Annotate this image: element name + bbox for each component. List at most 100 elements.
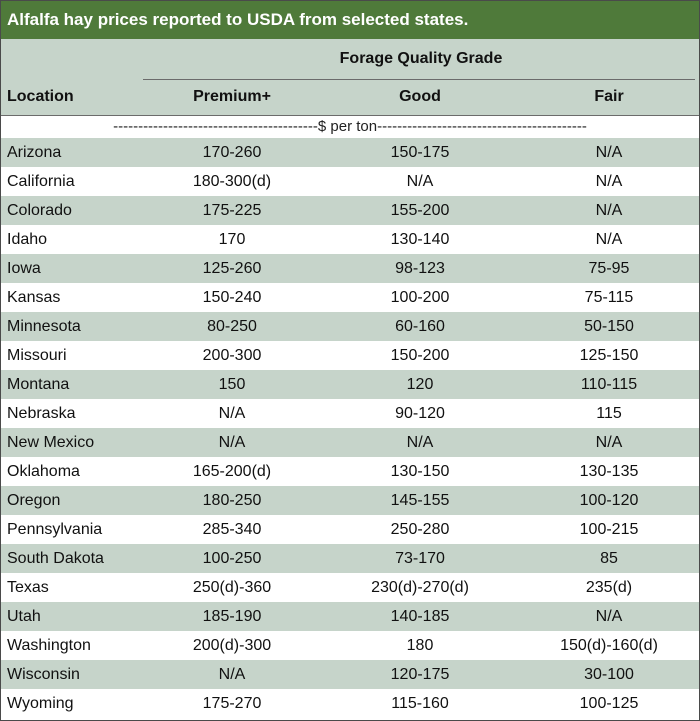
- table-title: Alfalfa hay prices reported to USDA from…: [1, 1, 699, 39]
- table-row: South Dakota 100-250 73-170 85: [1, 544, 699, 573]
- premium-cell: 175-225: [202, 202, 262, 219]
- good-cell: 140-185: [390, 608, 450, 625]
- group-header-rule: [143, 79, 695, 80]
- premium-cell: 200-300: [202, 347, 262, 364]
- table-row: Wisconsin N/A 120-175 30-100: [1, 660, 699, 689]
- table-row: Arizona 170-260 150-175 N/A: [1, 138, 699, 167]
- fair-cell: 85: [600, 550, 618, 567]
- fair-cell: N/A: [595, 231, 623, 248]
- fair-cell: 100-125: [579, 695, 639, 712]
- location-cell: Washington: [7, 637, 91, 654]
- good-header: Good: [399, 88, 441, 105]
- good-cell: 150-200: [390, 347, 450, 364]
- location-cell: Colorado: [7, 202, 72, 219]
- premium-cell: 200(d)-300: [192, 637, 272, 654]
- fair-header: Fair: [594, 88, 624, 105]
- good-cell: 90-120: [395, 405, 445, 422]
- fair-cell: 110-115: [580, 376, 638, 393]
- fair-cell: 100-215: [579, 521, 639, 538]
- premium-cell: 175-270: [202, 695, 262, 712]
- premium-cell: 285-340: [202, 521, 262, 538]
- fair-cell: 30-100: [584, 666, 634, 683]
- table-row: New Mexico N/A N/A N/A: [1, 428, 699, 457]
- premium-header: Premium+: [193, 88, 271, 105]
- fair-cell: N/A: [595, 202, 623, 219]
- fair-cell: N/A: [595, 144, 623, 161]
- fair-cell: 130-135: [579, 463, 639, 480]
- table-row: Oregon 180-250 145-155 100-120: [1, 486, 699, 515]
- location-cell: Wyoming: [7, 695, 74, 712]
- fair-cell: 50-150: [584, 318, 634, 335]
- table-header: Forage Quality Grade Location Premium+ G…: [1, 39, 699, 115]
- good-cell: 230(d)-270(d): [371, 579, 469, 596]
- good-cell: 98-123: [395, 260, 445, 277]
- table-row: Iowa 125-260 98-123 75-95: [1, 254, 699, 283]
- location-cell: California: [7, 173, 75, 190]
- group-header: Forage Quality Grade: [339, 50, 503, 67]
- location-cell: Montana: [7, 376, 70, 393]
- good-cell: 73-170: [395, 550, 445, 567]
- good-cell: N/A: [406, 173, 434, 190]
- fair-cell: 75-115: [584, 289, 634, 306]
- good-cell: 130-150: [390, 463, 450, 480]
- premium-cell: N/A: [218, 434, 246, 451]
- table-row: Washington 200(d)-300 180 150(d)-160(d): [1, 631, 699, 660]
- table-row: Wyoming 175-270 115-160 100-125: [1, 689, 699, 718]
- location-header: Location: [7, 88, 74, 105]
- good-cell: 100-200: [390, 289, 450, 306]
- location-cell: Idaho: [7, 231, 48, 248]
- location-cell: Utah: [7, 608, 41, 625]
- good-cell: 130-140: [390, 231, 450, 248]
- premium-cell: 100-250: [202, 550, 262, 567]
- fair-cell: 115: [596, 405, 622, 422]
- table-row: Minnesota 80-250 60-160 50-150: [1, 312, 699, 341]
- premium-cell: 150-240: [202, 289, 262, 306]
- good-cell: 155-200: [390, 202, 450, 219]
- unit-row: ----------------------------------------…: [1, 115, 699, 138]
- good-cell: 145-155: [390, 492, 450, 509]
- table-row: Colorado 175-225 155-200 N/A: [1, 196, 699, 225]
- good-cell: 180: [406, 637, 434, 654]
- fair-cell: N/A: [595, 434, 623, 451]
- table-row: Pennsylvania 285-340 250-280 100-215: [1, 515, 699, 544]
- good-cell: 115-160: [391, 695, 449, 712]
- location-cell: Kansas: [7, 289, 61, 306]
- location-cell: Oklahoma: [7, 463, 80, 480]
- premium-cell: 165-200(d): [192, 463, 272, 480]
- location-cell: Arizona: [7, 144, 62, 161]
- table-row: Idaho 170 130-140 N/A: [1, 225, 699, 254]
- premium-cell: 150: [218, 376, 246, 393]
- fair-cell: 100-120: [579, 492, 639, 509]
- good-cell: 120-175: [390, 666, 450, 683]
- good-cell: 60-160: [395, 318, 445, 335]
- table-row: California 180-300(d) N/A N/A: [1, 167, 699, 196]
- premium-cell: N/A: [218, 666, 246, 683]
- table-row: Missouri 200-300 150-200 125-150: [1, 341, 699, 370]
- table-body: Arizona 170-260 150-175 N/A California 180-30…: [1, 138, 699, 718]
- location-cell: Oregon: [7, 492, 61, 509]
- table-row: Texas 250(d)-360 230(d)-270(d) 235(d): [1, 573, 699, 602]
- premium-cell: 170-260: [202, 144, 262, 161]
- premium-cell: N/A: [218, 405, 246, 422]
- good-cell: 150-175: [390, 144, 450, 161]
- table-row: Nebraska N/A 90-120 115: [1, 399, 699, 428]
- premium-cell: 250(d)-360: [192, 579, 272, 596]
- premium-cell: 170: [218, 231, 246, 248]
- location-cell: South Dakota: [7, 550, 104, 567]
- good-cell: 120: [406, 376, 434, 393]
- premium-cell: 185-190: [202, 608, 262, 625]
- premium-cell: 180-300(d): [192, 173, 272, 190]
- table-row: Oklahoma 165-200(d) 130-150 130-135: [1, 457, 699, 486]
- premium-cell: 80-250: [207, 318, 257, 335]
- location-cell: Wisconsin: [7, 666, 80, 683]
- good-cell: 250-280: [390, 521, 450, 538]
- fair-cell: 150(d)-160(d): [560, 637, 658, 654]
- location-cell: Minnesota: [7, 318, 81, 335]
- location-cell: Texas: [7, 579, 49, 596]
- fair-cell: N/A: [595, 173, 623, 190]
- fair-cell: 75-95: [588, 260, 630, 277]
- table-row: Montana 150 120 110-115: [1, 370, 699, 399]
- location-cell: Pennsylvania: [7, 521, 103, 538]
- location-cell: New Mexico: [7, 434, 95, 451]
